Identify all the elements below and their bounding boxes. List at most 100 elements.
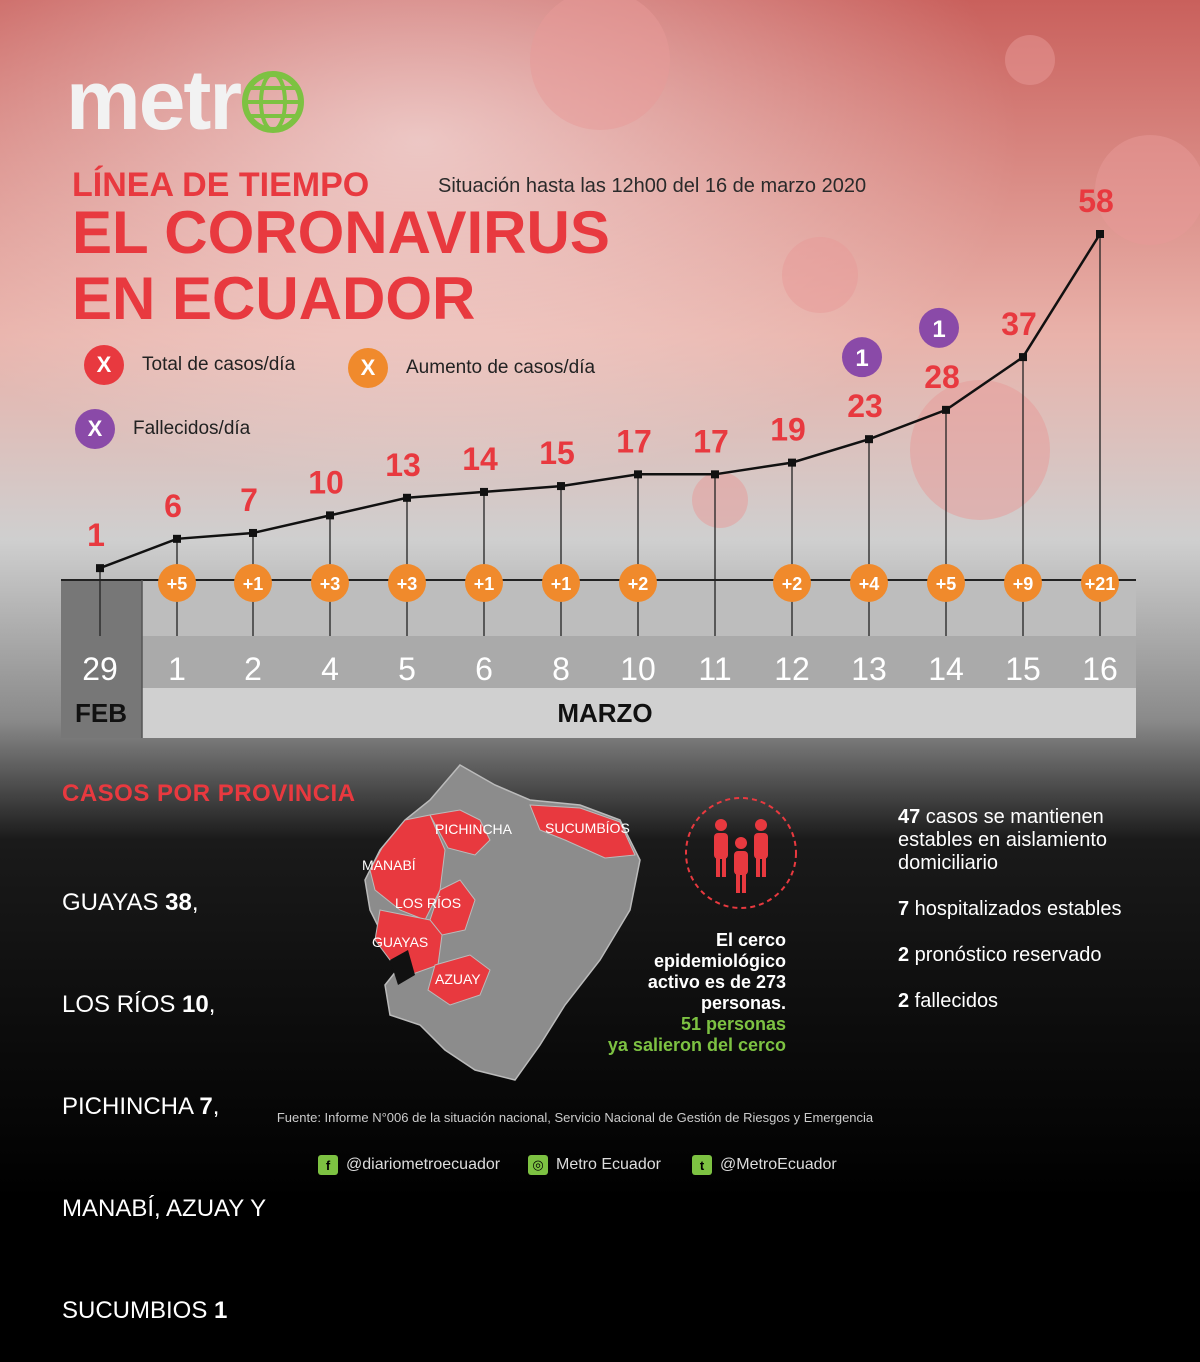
province-item: LOS RÍOS 10, bbox=[62, 991, 216, 1018]
death-badge bbox=[919, 307, 959, 348]
increase-label: +4 bbox=[859, 574, 880, 594]
day-tick-label: 6 bbox=[475, 651, 493, 687]
map-pichincha bbox=[429, 809, 491, 856]
instagram-icon: ◎ bbox=[528, 1155, 548, 1175]
total-cases-point bbox=[326, 511, 334, 520]
map-guayas bbox=[374, 909, 443, 976]
legend-increase-dot: X bbox=[348, 348, 388, 388]
month-label-feb: FEB bbox=[75, 698, 127, 728]
twitter-link[interactable]: t @MetroEcuador bbox=[692, 1155, 837, 1175]
day-tick-label: 2 bbox=[244, 651, 262, 687]
day-tick-label: 8 bbox=[552, 651, 570, 687]
stat-item: 47 casos se mantienen estables en aislam… bbox=[898, 806, 1108, 874]
increase-label: +9 bbox=[1013, 574, 1034, 594]
increase-badge bbox=[1004, 564, 1042, 602]
total-cases-label: 15 bbox=[539, 435, 575, 471]
day-tick-label: 16 bbox=[1082, 651, 1118, 687]
total-cases-point bbox=[1019, 353, 1027, 362]
map-guayas-gulf bbox=[390, 950, 415, 985]
increase-label: +1 bbox=[551, 574, 572, 594]
kicker-title: LÍNEA DE TIEMPO bbox=[72, 166, 370, 204]
day-tick-label: 11 bbox=[698, 651, 731, 687]
total-cases-label: 7 bbox=[240, 482, 258, 518]
metro-logo: metr bbox=[66, 58, 305, 142]
map-label-manabi: MANABÍ bbox=[362, 857, 416, 873]
cerco-line: El cerco bbox=[715, 930, 786, 950]
subtitle: Situación hasta las 12h00 del 16 de marz… bbox=[438, 175, 867, 197]
feb-cell bbox=[61, 580, 142, 738]
facebook-link[interactable]: f @diariometroecuador bbox=[318, 1155, 500, 1175]
map-label-azuay: AZUAY bbox=[435, 971, 481, 987]
total-cases-label: 19 bbox=[770, 412, 806, 448]
main-title-line2: EN ECUADOR bbox=[72, 265, 476, 332]
total-cases-point bbox=[942, 405, 950, 414]
map-label-pichincha: PICHINCHA bbox=[435, 821, 513, 837]
month-label-marzo: MARZO bbox=[557, 698, 652, 728]
increase-badge bbox=[158, 564, 196, 602]
ecuador-map: PICHINCHA SUCUMBÍOS MANABÍ LOS RÍOS GUAY… bbox=[362, 764, 641, 1081]
increase-badge bbox=[1081, 564, 1119, 602]
legend-total-dot: X bbox=[84, 345, 124, 385]
cerco-line: epidemiológico bbox=[653, 951, 786, 971]
total-cases-point bbox=[788, 458, 796, 467]
increase-badge bbox=[773, 564, 811, 602]
timeline-chart: 1296+517+1210+3413+3514+1615+1817+210171… bbox=[61, 183, 1136, 738]
map-sucumbios bbox=[529, 804, 636, 859]
total-cases-point bbox=[480, 487, 488, 496]
map-label-sucumbios: SUCUMBÍOS bbox=[545, 820, 630, 836]
provinces-list: GUAYAS 38, LOS RÍOS 10, PICHINCHA 7, MAN… bbox=[62, 818, 266, 1362]
twitter-handle: @MetroEcuador bbox=[720, 1156, 837, 1173]
total-cases-label: 14 bbox=[462, 441, 498, 477]
legend-deaths-dot: X bbox=[75, 409, 115, 449]
twitter-icon: t bbox=[692, 1155, 712, 1175]
day-tick-label: 14 bbox=[928, 651, 964, 687]
cerco-line: activo es de 273 bbox=[647, 972, 786, 992]
increase-label: +21 bbox=[1085, 574, 1116, 594]
increase-label: +5 bbox=[936, 574, 957, 594]
total-cases-point bbox=[634, 470, 642, 479]
increase-badge bbox=[927, 564, 965, 602]
stats-list: 47 casos se mantienen estables en aislam… bbox=[898, 806, 1148, 1036]
map-manabi bbox=[369, 814, 446, 921]
instagram-link[interactable]: ◎ Metro Ecuador bbox=[528, 1155, 661, 1175]
instagram-handle: Metro Ecuador bbox=[556, 1156, 661, 1173]
total-cases-point bbox=[557, 482, 565, 491]
facebook-icon: f bbox=[318, 1155, 338, 1175]
total-cases-point bbox=[1096, 230, 1104, 238]
timeline-month-row bbox=[61, 688, 1136, 738]
increase-badge bbox=[388, 564, 426, 602]
day-tick-label: 29 bbox=[82, 651, 118, 687]
map-label-guayas: GUAYAS bbox=[372, 934, 428, 950]
day-tick-label: 13 bbox=[851, 651, 887, 687]
legend-total-label: Total de casos/día bbox=[142, 354, 296, 375]
total-cases-label: 58 bbox=[1078, 183, 1114, 219]
total-cases-label: 28 bbox=[924, 359, 960, 395]
increase-badge bbox=[234, 564, 272, 602]
increase-label: +1 bbox=[243, 574, 264, 594]
total-cases-label: 6 bbox=[164, 488, 182, 524]
total-cases-label: 10 bbox=[308, 464, 344, 500]
main-title-line1: EL CORONAVIRUS bbox=[72, 199, 610, 266]
day-tick-label: 1 bbox=[168, 651, 186, 687]
total-cases-label: 23 bbox=[847, 388, 883, 424]
day-tick-label: 15 bbox=[1005, 651, 1041, 687]
province-item: PICHINCHA 7, bbox=[62, 1093, 220, 1120]
increase-label: +5 bbox=[167, 574, 188, 594]
province-item: MANABÍ, AZUAY Y bbox=[62, 1195, 267, 1222]
increase-label: +2 bbox=[782, 574, 803, 594]
death-label: 1 bbox=[855, 345, 868, 372]
legend-deaths-label: Fallecidos/día bbox=[133, 418, 251, 439]
day-tick-label: 4 bbox=[321, 651, 339, 687]
timeline-day-row bbox=[61, 636, 1136, 688]
people-group-icon bbox=[685, 797, 797, 909]
legend-deaths: X Fallecidos/día bbox=[75, 409, 250, 449]
stat-item: 7 hospitalizados estables bbox=[898, 898, 1122, 920]
province-item: SUCUMBIOS 1 bbox=[62, 1297, 228, 1324]
increase-badge bbox=[311, 564, 349, 602]
total-cases-point bbox=[173, 534, 181, 543]
cerco-green-line: 51 personas bbox=[680, 1014, 786, 1034]
globe-icon bbox=[242, 71, 305, 133]
main-title: EL CORONAVIRUS EN ECUADOR bbox=[72, 200, 610, 332]
stat-item: 2 pronóstico reservado bbox=[898, 944, 1102, 966]
provinces-title: CASOS POR PROVINCIA bbox=[62, 780, 356, 807]
